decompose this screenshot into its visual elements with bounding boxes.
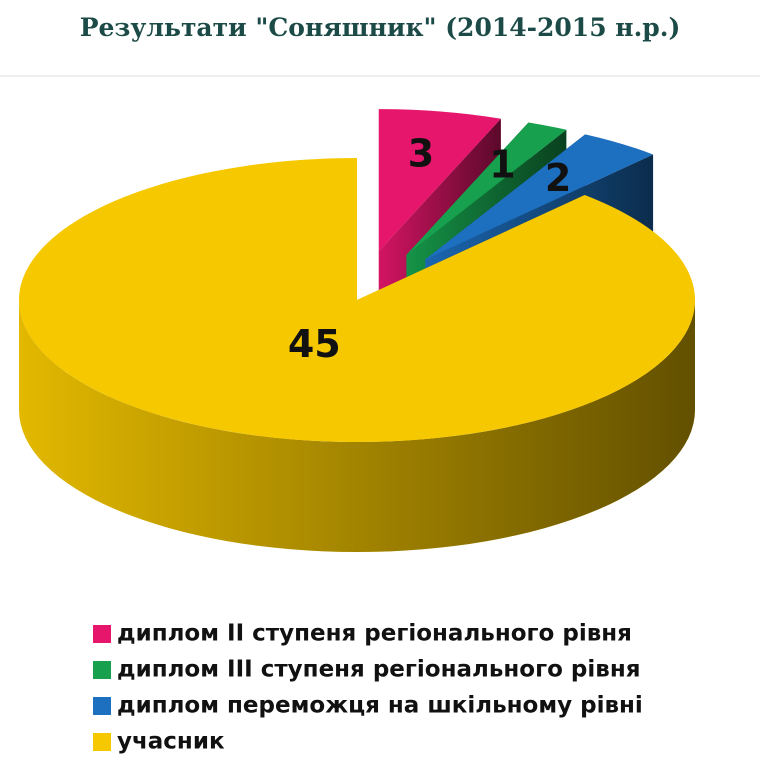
data-label: 45 [288,322,341,366]
pie-slice [378,109,501,252]
pie-slice [406,122,567,255]
legend-label: учасник [117,729,225,755]
legend-swatch [93,625,111,643]
legend-swatch [93,661,111,679]
slice-side-shade [19,300,695,552]
legend-swatch [93,733,111,751]
data-label: 3 [408,132,434,176]
legend-label: диплом ІІ ступеня регіонального рівня [117,621,632,647]
legend-label: диплом ІІІ ступеня регіонального рівня [117,657,640,683]
pie-slice [18,158,695,443]
pie-slice [425,134,654,260]
legend-swatch [93,697,111,715]
data-label: 2 [545,156,571,200]
chart-title: Результати "Соняшник" (2014-2015 н.р.) [80,13,681,42]
data-label: 1 [489,143,515,187]
legend-label: диплом переможця на шкільному рівні [117,693,643,719]
